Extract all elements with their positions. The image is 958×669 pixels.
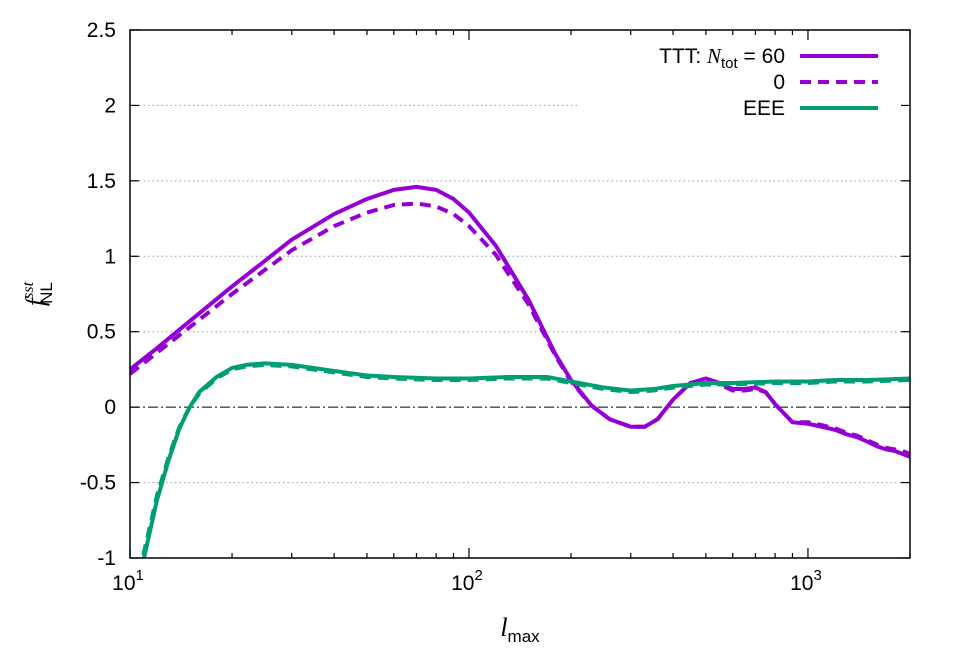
- plot-frame: [129, 29, 911, 559]
- y-tick-label: 2.5: [87, 19, 116, 42]
- y-axis-label: fsstNL: [20, 281, 56, 306]
- series-layer: [130, 184, 910, 558]
- y-axis-label-group: fsstNL: [20, 281, 56, 306]
- ticks: [129, 29, 911, 559]
- x-tick-label: 101: [112, 567, 144, 595]
- x-axis-label: lmax: [500, 613, 540, 646]
- y-tick-labels: -1 -0.5 0 0.5 1 1.5 2 2.5: [80, 19, 116, 570]
- y-tick-label: -0.5: [80, 472, 116, 495]
- grid-lines: [130, 104, 910, 484]
- series-line-2: [130, 201, 910, 456]
- x-tick-label: 102: [451, 567, 483, 595]
- y-tick-label: -1: [97, 547, 116, 570]
- y-tick-label: 2: [104, 94, 116, 117]
- y-tick-label: 1: [104, 245, 116, 268]
- series-line-1: [130, 184, 910, 459]
- y-tick-label: 0: [104, 396, 116, 419]
- legend-label-2: 0: [773, 71, 785, 94]
- x-tick-labels: 101 102 103: [112, 567, 822, 595]
- legend-label-3: EEE: [743, 97, 785, 120]
- y-tick-label: 0.5: [87, 321, 116, 344]
- x-tick-label: 103: [790, 567, 822, 595]
- legend: TTT: Ntot = 600 EEE: [659, 44, 878, 120]
- legend-label-1: TTT: Ntot = 60: [659, 44, 785, 72]
- series-line-4: [140, 362, 910, 558]
- y-tick-label: 1.5: [87, 170, 116, 193]
